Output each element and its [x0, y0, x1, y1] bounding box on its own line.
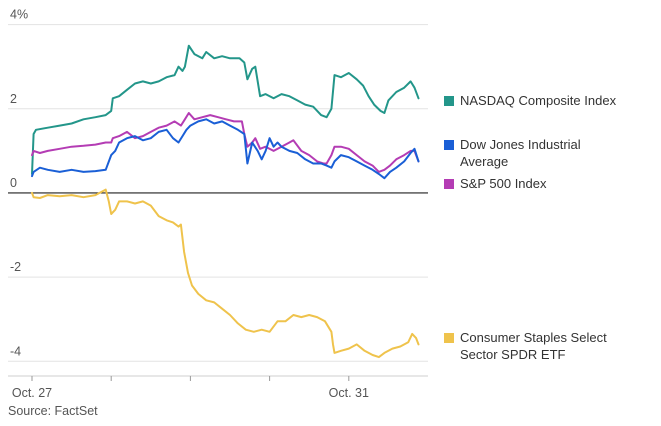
x-tick-label: Oct. 27 — [12, 386, 52, 400]
y-tick-label: -2 — [10, 260, 21, 274]
legend-item-dow: Dow Jones Industrial Average — [444, 136, 654, 170]
source-note: Source: FactSet — [8, 404, 98, 418]
legend-item-sp500: S&P 500 Index — [444, 175, 654, 192]
legend-label-sp500: S&P 500 Index — [460, 176, 547, 191]
y-axis-tick-labels: 4% 2 0 -2 -4 — [10, 8, 28, 359]
series-line-dow — [31, 118, 420, 180]
legend-label-staples: Consumer Staples Select Sector SPDR ETF — [460, 330, 607, 362]
y-tick-label: 2 — [10, 92, 17, 106]
legend-swatch-sp500 — [444, 179, 454, 189]
series-line-nasdaq — [31, 44, 420, 175]
y-tick-label: 0 — [10, 176, 17, 190]
legend-swatch-staples — [444, 333, 454, 343]
legend-swatch-nasdaq — [444, 96, 454, 106]
legend-label-dow: Dow Jones Industrial Average — [460, 137, 581, 169]
y-tick-label: -4 — [10, 344, 21, 358]
y-tick-label: 4% — [10, 8, 28, 22]
legend-label-nasdaq: NASDAQ Composite Index — [460, 93, 617, 108]
legend-item-nasdaq: NASDAQ Composite Index — [444, 92, 654, 109]
legend-item-staples: Consumer Staples Select Sector SPDR ETF — [444, 329, 654, 363]
series-line-staples — [31, 188, 420, 359]
x-axis: Oct. 27 Oct. 31 — [8, 375, 428, 400]
legend-swatch-dow — [444, 140, 454, 150]
x-tick-label: Oct. 31 — [329, 386, 369, 400]
gridlines — [8, 24, 428, 362]
series-lines — [31, 44, 420, 359]
